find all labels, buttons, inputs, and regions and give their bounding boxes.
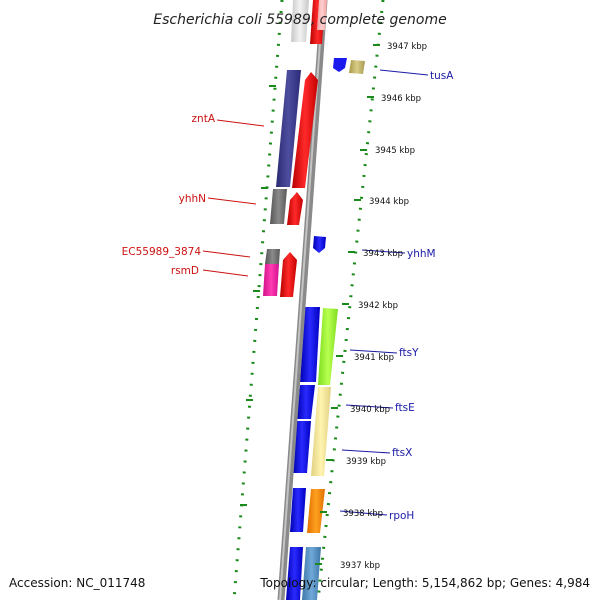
tick-labels: 3947 kbp 3946 kbp 3945 kbp 3944 kbp 3943…: [340, 42, 427, 571]
gene-label-ftsY: ftsY: [399, 347, 419, 359]
gene-block-top-palered: [317, 0, 327, 30]
gene-label-rpoH: rpoH: [389, 510, 414, 522]
accession-text: Accession: NC_011748: [9, 576, 146, 590]
tick-label: 3941 kbp: [354, 353, 394, 363]
gene-label-yhhM: yhhM: [407, 248, 436, 260]
gene-block-rsmD-fwd: [280, 252, 297, 297]
tick-label: 3944 kbp: [369, 197, 409, 207]
forward-gene-labels: tusA yhhM ftsY ftsE ftsX rpoH: [389, 70, 454, 522]
tick-label: 3942 kbp: [358, 301, 398, 311]
outer-dotted-ring: [316, 0, 385, 600]
gene-block-EC55989_3874: [265, 249, 280, 264]
gene-block-rsmD: [263, 264, 279, 296]
gene-block-yhhN: [270, 189, 287, 224]
gene-label-ftsX: ftsX: [392, 447, 412, 459]
reverse-gene-labels: zntA yhhN EC55989_3874 rsmD: [122, 113, 216, 277]
gene-block-rpoH: [307, 489, 325, 533]
gene-block-bottom-steel: [302, 547, 321, 600]
tick-label: 3940 kbp: [350, 405, 390, 415]
right-leader-lines: [339, 69, 429, 516]
gene-block-ftsY-rev: [300, 307, 320, 382]
tick-label: 3946 kbp: [381, 94, 421, 104]
gene-block-zntA: [276, 70, 301, 187]
tick-dashes: [315, 44, 380, 565]
gene-block-tusA: [349, 60, 365, 74]
gene-block-ftsE-rev: [297, 385, 315, 419]
gene-label-yhhN: yhhN: [179, 193, 206, 205]
gene-block-ftsX-rev: [293, 421, 311, 473]
gene-block-ftsY: [318, 308, 338, 385]
gene-block-top-gray: [291, 0, 309, 42]
forward-strand-genes: [280, 0, 365, 600]
tick-label: 3947 kbp: [387, 42, 427, 52]
gene-block-ftsE-X: [311, 387, 331, 476]
inner-dotted-ring: [232, 0, 284, 600]
tick-label: 3937 kbp: [340, 561, 380, 571]
tick-label: 3943 kbp: [363, 249, 403, 259]
gene-block-bottom-blue: [286, 547, 303, 600]
tick-label: 3945 kbp: [375, 146, 415, 156]
gene-block-rpoH-rev: [290, 488, 306, 532]
reverse-strand-genes: [263, 0, 320, 600]
gene-label-zntA: zntA: [192, 113, 216, 125]
gene-label-EC55989_3874: EC55989_3874: [122, 246, 202, 258]
gene-block-tusA-dir: [333, 58, 347, 72]
gene-label-tusA: tusA: [430, 70, 454, 82]
gene-block-yhhN-fwd: [287, 192, 303, 225]
gene-label-rsmD: rsmD: [171, 265, 199, 277]
gene-label-ftsE: ftsE: [395, 402, 415, 414]
map-title: Escherichia coli 55989, complete genome: [153, 12, 446, 28]
gene-block-zntA-fwd: [292, 72, 318, 188]
tick-label: 3939 kbp: [346, 457, 386, 467]
gene-block-yhhM: [313, 236, 326, 253]
left-leader-lines: [202, 119, 265, 277]
genome-summary-text: Topology: circular; Length: 5,154,862 bp…: [260, 576, 590, 590]
inner-ring-dashes: [240, 85, 276, 506]
tick-label: 3938 kbp: [343, 509, 383, 519]
